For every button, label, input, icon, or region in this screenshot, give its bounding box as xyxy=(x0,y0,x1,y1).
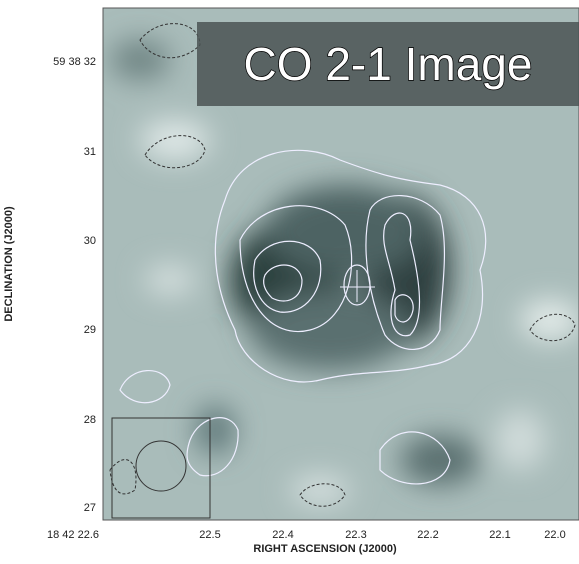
x-tick-label: 22.1 xyxy=(489,529,510,541)
x-tick-label: 22.0 xyxy=(544,529,565,541)
x-axis-label: RIGHT ASCENSION (J2000) xyxy=(253,543,397,555)
x-tick-label: 22.5 xyxy=(199,529,220,541)
y-tick-label: 59 38 32 xyxy=(53,56,96,68)
x-tick-label: 22.2 xyxy=(417,529,438,541)
x-tick-label: 22.3 xyxy=(345,529,366,541)
y-axis-label: DECLINATION (J2000) xyxy=(3,206,15,322)
y-tick-label: 27 xyxy=(84,502,96,514)
x-tick-label: 22.4 xyxy=(272,529,293,541)
y-tick-label: 28 xyxy=(84,414,96,426)
figure: CO 2-1 Image 59 38 32 31 30 29 28 27 18 … xyxy=(0,0,579,559)
x-tick-label: 18 42 22.6 xyxy=(47,529,99,541)
y-tick-label: 29 xyxy=(84,324,96,336)
y-tick-label: 30 xyxy=(84,235,96,247)
title: CO 2-1 Image xyxy=(244,38,533,90)
y-tick-label: 31 xyxy=(84,146,96,158)
